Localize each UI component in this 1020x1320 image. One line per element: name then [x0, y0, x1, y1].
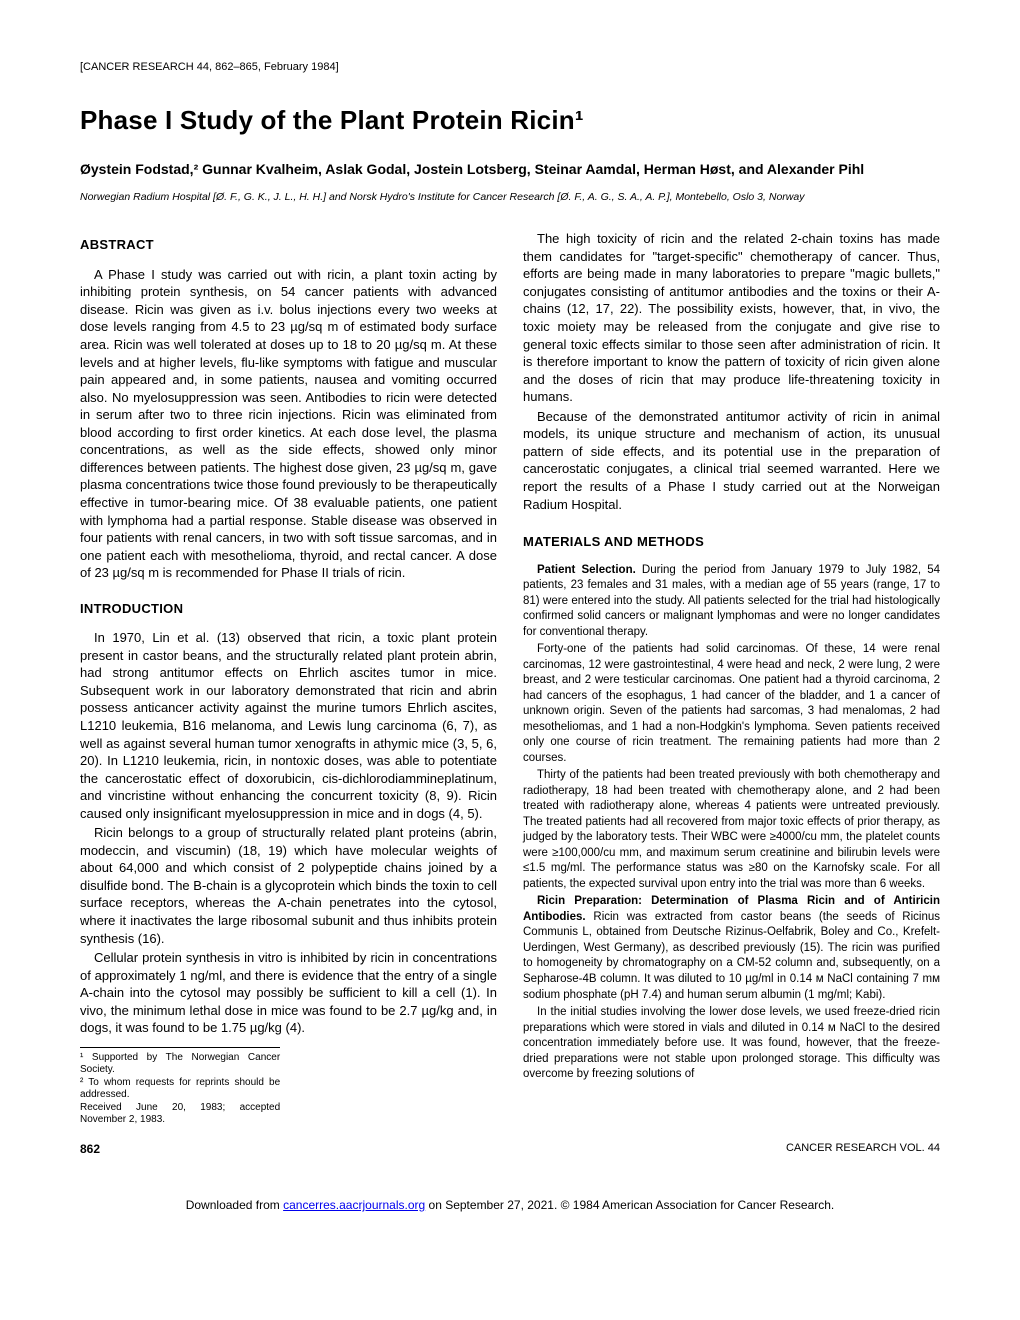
page-number: 862 [80, 1141, 100, 1157]
journal-reference: [CANCER RESEARCH 44, 862–865, February 1… [80, 60, 940, 75]
abstract-heading: ABSTRACT [80, 236, 497, 254]
download-suffix: on September 27, 2021. © 1984 American A… [425, 1198, 834, 1212]
intro-paragraph-1: In 1970, Lin et al. (13) observed that r… [80, 629, 497, 822]
intro-paragraph-3: Cellular protein synthesis in vitro is i… [80, 949, 497, 1037]
download-link[interactable]: cancerres.aacrjournals.org [283, 1198, 425, 1212]
affiliation: Norwegian Radium Hospital [Ø. F., G. K.,… [80, 190, 940, 204]
methods-p1-label: Patient Selection. [537, 564, 636, 576]
methods-paragraph-1: Patient Selection. During the period fro… [523, 563, 940, 641]
right-column: The high toxicity of ricin and the relat… [523, 230, 940, 1127]
methods-paragraph-3: Thirty of the patients had been treated … [523, 768, 940, 892]
footnote-3: Received June 20, 1983; accepted Novembe… [80, 1102, 280, 1127]
abstract-text: A Phase I study was carried out with ric… [80, 266, 497, 582]
download-prefix: Downloaded from [186, 1198, 283, 1212]
page-footer: 862 CANCER RESEARCH VOL. 44 [80, 1141, 940, 1157]
methods-paragraph-5: In the initial studies involving the low… [523, 1005, 940, 1083]
volume-info: CANCER RESEARCH VOL. 44 [786, 1141, 940, 1157]
footnote-1: ¹ Supported by The Norwegian Cancer Soci… [80, 1052, 280, 1077]
intro-paragraph-2: Ricin belongs to a group of structurally… [80, 824, 497, 947]
footnotes: ¹ Supported by The Norwegian Cancer Soci… [80, 1047, 280, 1127]
authors-list: Øystein Fodstad,² Gunnar Kvalheim, Aslak… [80, 160, 940, 178]
left-column: ABSTRACT A Phase I study was carried out… [80, 230, 497, 1127]
methods-p4-text: Ricin was extracted from castor beans (t… [523, 911, 940, 1001]
footnote-2: ² To whom requests for reprints should b… [80, 1077, 280, 1102]
methods-heading: MATERIALS AND METHODS [523, 533, 940, 551]
introduction-heading: INTRODUCTION [80, 600, 497, 618]
methods-paragraph-2: Forty-one of the patients had solid carc… [523, 642, 940, 766]
download-footer: Downloaded from cancerres.aacrjournals.o… [80, 1197, 940, 1214]
col2-paragraph-1: The high toxicity of ricin and the relat… [523, 230, 940, 405]
article-title: Phase I Study of the Plant Protein Ricin… [80, 103, 940, 138]
two-column-layout: ABSTRACT A Phase I study was carried out… [80, 230, 940, 1127]
methods-paragraph-4: Ricin Preparation: Determination of Plas… [523, 894, 940, 1003]
col2-paragraph-2: Because of the demonstrated antitumor ac… [523, 408, 940, 513]
